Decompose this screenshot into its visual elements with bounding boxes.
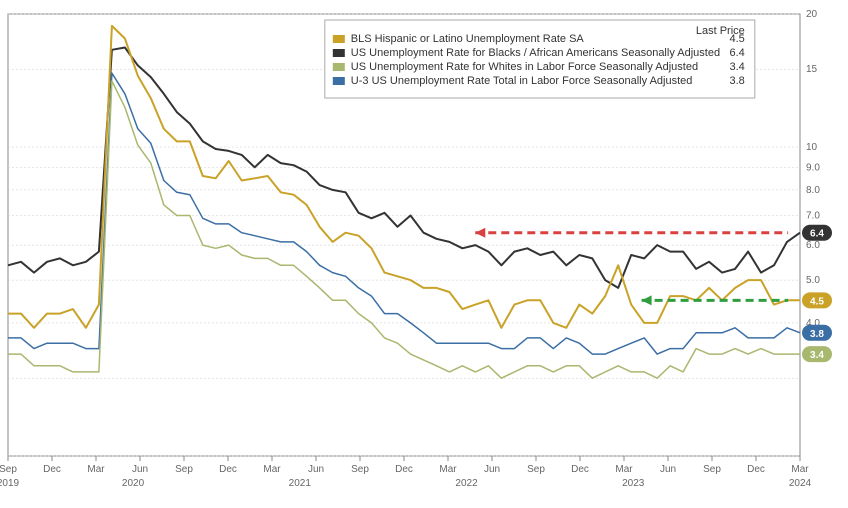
arrowhead-icon [475, 228, 485, 238]
x-tick-month: Sep [175, 464, 193, 475]
x-tick-month: Mar [615, 464, 633, 475]
y-tick-label: 5.0 [806, 275, 820, 286]
arrowhead-icon [642, 295, 652, 305]
legend-series-value: 3.8 [730, 75, 745, 87]
x-tick-month: Sep [703, 464, 721, 475]
x-tick-month: Dec [219, 464, 237, 475]
x-tick-month: Dec [395, 464, 413, 475]
y-tick-label: 9.0 [806, 162, 820, 173]
x-tick-month: Jun [308, 464, 324, 475]
legend-swatch [333, 49, 345, 57]
x-tick-year: 2022 [455, 478, 478, 489]
value-pill-label: 3.8 [810, 329, 824, 340]
x-tick-month: Dec [747, 464, 765, 475]
x-tick-month: Mar [439, 464, 457, 475]
series-u3 [8, 73, 800, 354]
y-tick-label: 20 [806, 9, 818, 20]
legend-swatch [333, 63, 345, 71]
x-tick-year: 2020 [122, 478, 145, 489]
x-tick-year: 2023 [622, 478, 645, 489]
legend-series-name: US Unemployment Rate for Blacks / Africa… [351, 47, 720, 59]
value-pill-label: 4.5 [810, 296, 824, 307]
legend-series-name: US Unemployment Rate for Whites in Labor… [351, 61, 698, 73]
x-tick-month: Mar [791, 464, 809, 475]
x-tick-month: Mar [263, 464, 281, 475]
y-tick-label: 7.0 [806, 211, 820, 222]
y-tick-label: 10 [806, 142, 818, 153]
legend-series-value: 4.5 [730, 33, 745, 45]
series-white [8, 81, 800, 378]
legend-swatch [333, 35, 345, 43]
legend-series-value: 3.4 [730, 61, 745, 73]
legend-series-name: BLS Hispanic or Latino Unemployment Rate… [351, 33, 585, 45]
x-tick-month: Sep [527, 464, 545, 475]
x-tick-month: Mar [87, 464, 105, 475]
legend-swatch [333, 77, 345, 85]
x-tick-month: Jun [660, 464, 676, 475]
value-pill-label: 3.4 [810, 350, 824, 361]
x-tick-month: Sep [0, 464, 17, 475]
unemployment-chart: 4.05.06.07.08.09.0101520SepDecMarJunSepD… [0, 0, 848, 508]
x-tick-month: Jun [132, 464, 148, 475]
y-tick-label: 6.0 [806, 240, 820, 251]
x-tick-year: 2021 [289, 478, 312, 489]
x-tick-month: Dec [43, 464, 61, 475]
legend-series-name: U-3 US Unemployment Rate Total in Labor … [351, 75, 693, 87]
value-pill-label: 6.4 [810, 229, 824, 240]
y-tick-label: 15 [806, 64, 818, 75]
x-tick-month: Dec [571, 464, 589, 475]
x-tick-year: 2024 [789, 478, 812, 489]
y-tick-label: 8.0 [806, 185, 820, 196]
x-tick-month: Jun [484, 464, 500, 475]
x-tick-year: 2019 [0, 478, 20, 489]
legend-series-value: 6.4 [730, 47, 745, 59]
x-tick-month: Sep [351, 464, 369, 475]
